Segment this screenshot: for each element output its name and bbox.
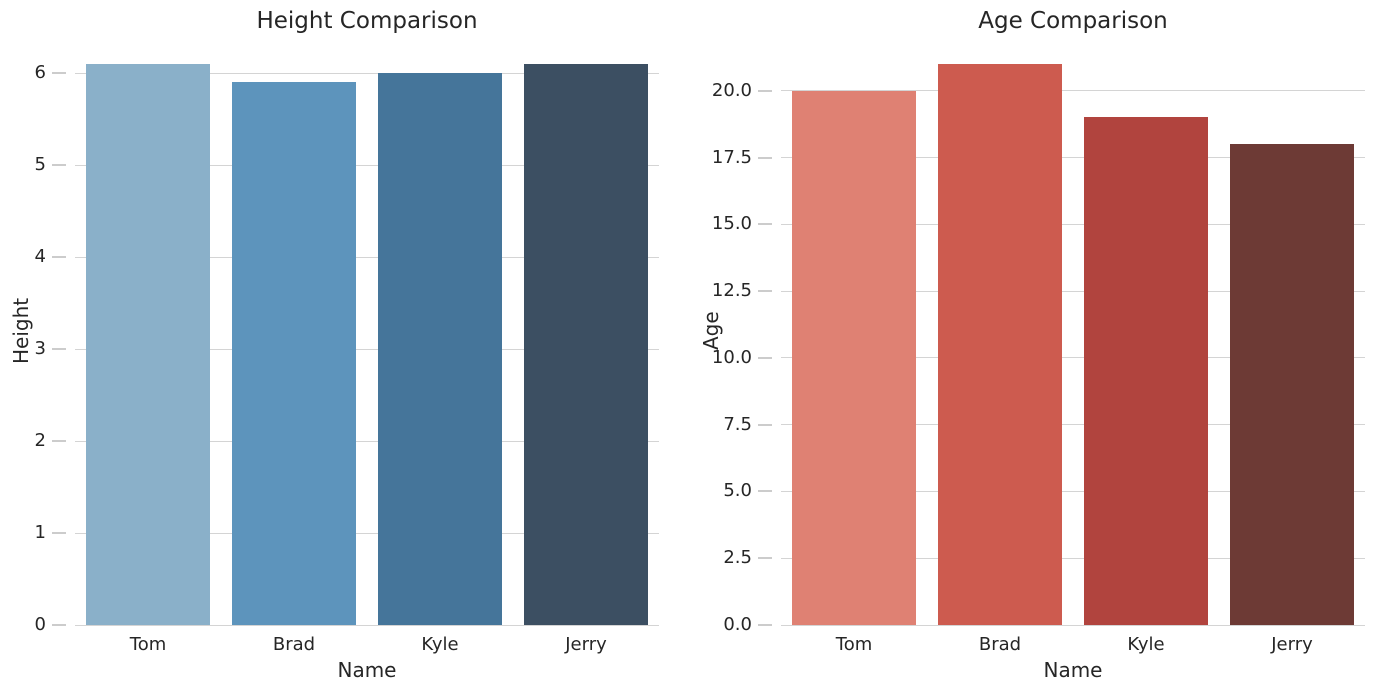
y-tick-label: 7.5 (723, 413, 752, 435)
gridline (781, 357, 1365, 359)
bar-jerry (1229, 144, 1355, 625)
gridline (75, 164, 659, 166)
y-tick-label: 4 (34, 246, 46, 268)
y-tick-mark (52, 164, 66, 167)
x-tick-label: Jerry (1271, 634, 1313, 655)
bar-brad (231, 82, 357, 625)
gridline (781, 557, 1365, 559)
gridline (781, 157, 1365, 159)
y-tick-mark (52, 256, 66, 259)
y-tick-label: 2 (34, 430, 46, 452)
x-tick-label: Jerry (565, 634, 607, 655)
gridline (781, 624, 1365, 626)
chart-title: Age Comparison (978, 8, 1168, 34)
gridline (75, 72, 659, 74)
gridline (781, 490, 1365, 492)
gridline (781, 90, 1365, 92)
gridline (781, 424, 1365, 426)
height-comparison-chart: Height Comparison Height 0 1 2 3 4 5 6 Tom Brad K… (9, 0, 659, 690)
gridline (75, 532, 659, 534)
y-tick-mark (758, 89, 772, 92)
plot-area: 0 1 2 3 4 5 6 Tom Brad Kyle Jerry (35, 36, 659, 655)
y-tick-mark (52, 532, 66, 535)
y-tick-label: 0 (34, 614, 46, 635)
y-tick-label: 5.0 (723, 480, 752, 502)
y-tick-mark (758, 223, 772, 226)
y-tick-mark (758, 290, 772, 293)
gridline (75, 348, 659, 350)
chart-title: Height Comparison (256, 8, 478, 34)
y-tick-mark (758, 423, 772, 426)
y-tick-mark (758, 624, 772, 626)
y-tick-label: 17.5 (711, 146, 752, 168)
bar-kyle (377, 73, 503, 625)
y-tick-label: 0.0 (723, 614, 752, 635)
gridline (75, 624, 659, 626)
bar-kyle (1083, 117, 1209, 625)
y-tick-label: 6 (34, 62, 46, 84)
bar-tom (791, 90, 917, 625)
y-tick-mark (758, 490, 772, 493)
y-tick-mark (52, 72, 66, 75)
gridline (781, 290, 1365, 292)
x-tick-label: Kyle (1127, 634, 1165, 655)
x-axis-label: Name (337, 658, 397, 682)
bar-brad (937, 64, 1063, 625)
y-tick-mark (758, 356, 772, 359)
gridline (75, 440, 659, 442)
y-tick-mark (758, 156, 772, 159)
x-tick-label: Tom (129, 634, 167, 655)
y-tick-label: 2.5 (723, 547, 752, 569)
y-tick-label: 3 (34, 338, 46, 360)
x-tick-label: Brad (272, 634, 316, 655)
y-tick-mark (52, 440, 66, 443)
gridline (781, 223, 1365, 225)
x-axis-label: Name (1043, 658, 1103, 682)
y-tick-label: 12.5 (711, 280, 752, 302)
y-tick-label: 10.0 (711, 346, 752, 368)
x-tick-label: Kyle (421, 634, 459, 655)
y-axis-label: Height (9, 297, 33, 364)
y-tick-mark (52, 348, 66, 351)
y-tick-label: 20.0 (711, 79, 752, 101)
x-tick-label: Tom (835, 634, 873, 655)
gridline (75, 256, 659, 258)
y-tick-label: 15.0 (711, 213, 752, 235)
y-tick-mark (52, 624, 66, 626)
y-tick-label: 1 (34, 522, 46, 544)
y-tick-label: 5 (34, 154, 46, 176)
plot-area: 0.0 2.5 5.0 7.5 10.0 12.5 15.0 17.5 20.0 Tom Brad K… (712, 36, 1365, 655)
age-comparison-chart: Age Comparison Age 0.0 2.5 5.0 7.5 10.0 12.5 1… (699, 0, 1365, 690)
bar-tom (85, 64, 211, 625)
y-tick-mark (758, 557, 772, 560)
bar-jerry (523, 64, 649, 625)
y-axis-label: Age (699, 311, 723, 350)
x-tick-label: Brad (978, 634, 1022, 655)
